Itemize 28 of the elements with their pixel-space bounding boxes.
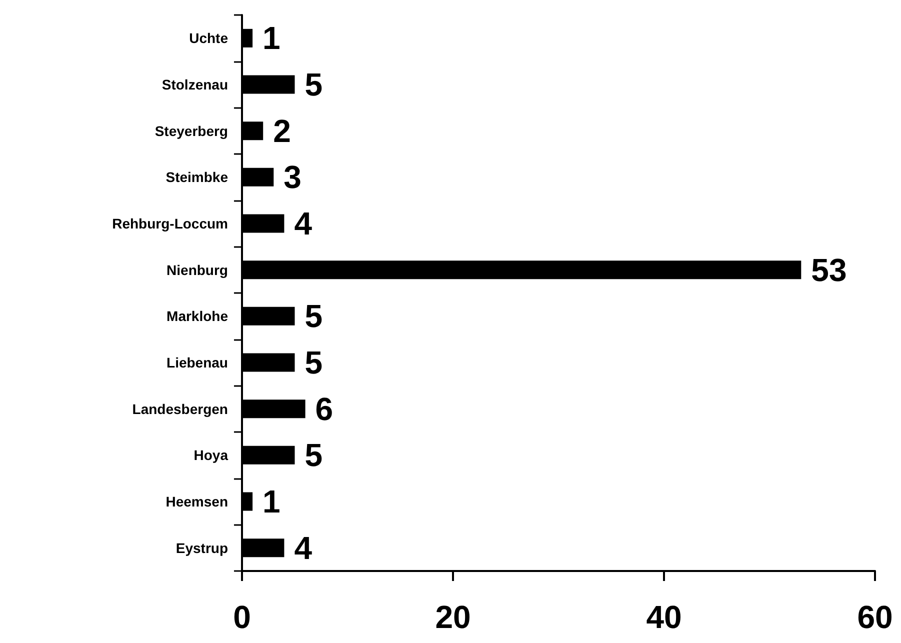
y-tick-label: Landesbergen bbox=[132, 400, 228, 417]
y-tick-label: Nienburg bbox=[166, 262, 228, 278]
data-label: 4 bbox=[294, 530, 312, 566]
data-label: 3 bbox=[284, 159, 302, 196]
data-label: 1 bbox=[262, 20, 280, 56]
data-label: 2 bbox=[273, 112, 291, 149]
x-tick-label: 60 bbox=[857, 599, 893, 635]
data-label: 4 bbox=[294, 206, 312, 242]
y-tick-label: Marklohe bbox=[166, 308, 228, 324]
data-label: 5 bbox=[304, 437, 323, 474]
y-tick-label: Rehburg-Loccum bbox=[112, 216, 228, 232]
data-label: 5 bbox=[304, 66, 323, 102]
x-tick-label: 20 bbox=[435, 599, 471, 635]
y-tick-label: Steyerberg bbox=[154, 122, 228, 139]
data-label: 5 bbox=[304, 344, 323, 380]
data-label: 6 bbox=[315, 390, 334, 427]
y-tick-label: Stolzenau bbox=[162, 76, 228, 92]
y-tick-label: Liebenau bbox=[166, 354, 228, 370]
x-tick-label: 40 bbox=[646, 599, 682, 635]
y-tick-label: Eystrup bbox=[176, 540, 228, 556]
y-tick-label: Uchte bbox=[189, 30, 228, 46]
x-tick-label: 0 bbox=[233, 599, 251, 635]
data-label: 5 bbox=[304, 298, 323, 334]
y-tick-label: Heemsen bbox=[166, 494, 228, 510]
data-label: 1 bbox=[262, 484, 280, 520]
y-tick-label: Hoya bbox=[194, 447, 228, 464]
y-tick-label: Steimbke bbox=[166, 169, 228, 186]
data-label: 53 bbox=[811, 252, 847, 288]
